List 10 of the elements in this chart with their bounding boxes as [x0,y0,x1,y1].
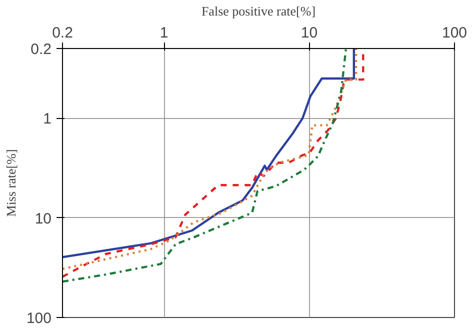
y-tick-label: 1 [43,110,52,128]
y-tick-label: 100 [26,310,52,327]
y-tick-label: 0.2 [30,41,52,58]
y-axis-title: Miss rate[%] [3,149,18,217]
x-tick-label: 0.2 [52,24,73,42]
x-tick-label: 10 [300,24,318,42]
x-tick-label: 100 [442,24,468,42]
x-tick-label: 1 [160,24,168,42]
x-axis-title: False positive rate[%] [201,4,316,18]
y-tick-label: 10 [34,210,52,228]
